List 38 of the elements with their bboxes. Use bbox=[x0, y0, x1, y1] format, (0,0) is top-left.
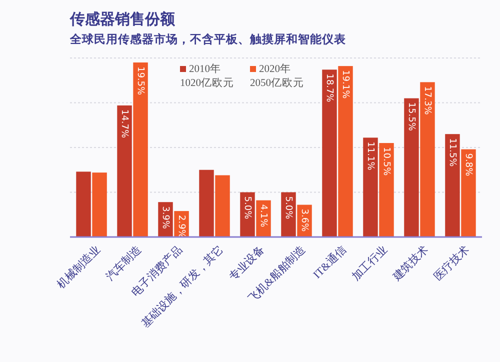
data-label: 18.7% bbox=[324, 74, 334, 103]
data-label: 4.1% bbox=[258, 204, 268, 228]
bar bbox=[420, 82, 435, 237]
legend-label: 2020年 2050亿欧元 bbox=[250, 63, 304, 89]
data-label: 14.7% bbox=[119, 109, 130, 138]
bar bbox=[461, 149, 476, 237]
bar bbox=[92, 172, 107, 237]
bar bbox=[404, 98, 419, 237]
x-tick-label: 医疗技术 bbox=[431, 243, 472, 284]
data-label: 11.1% bbox=[365, 142, 376, 171]
bar bbox=[338, 66, 353, 237]
bar bbox=[445, 134, 460, 237]
bar bbox=[322, 70, 337, 237]
data-label: 3.6% bbox=[299, 208, 310, 232]
chart-title: 传感器销售份额 bbox=[69, 10, 176, 28]
data-label: 9.8% bbox=[463, 153, 474, 177]
bar bbox=[215, 175, 230, 237]
data-label: 10.5% bbox=[381, 147, 392, 176]
x-tick-label: IT&通信 bbox=[310, 243, 349, 282]
data-label: 19.5% bbox=[135, 66, 146, 96]
x-tick-label: 加工行业 bbox=[349, 243, 390, 284]
x-tick-label: 机械制造业 bbox=[54, 243, 103, 292]
bar bbox=[133, 62, 148, 237]
bar bbox=[363, 138, 378, 237]
data-label: 5.0% bbox=[242, 196, 252, 220]
bar bbox=[199, 170, 214, 237]
x-tick-label: 建筑技术 bbox=[390, 243, 431, 284]
bar bbox=[379, 143, 394, 237]
data-label: 3.9% bbox=[160, 206, 170, 230]
data-label: 17.3% bbox=[422, 86, 432, 116]
data-label: 19.1% bbox=[340, 70, 350, 100]
data-label: 11.5% bbox=[447, 138, 458, 168]
bar bbox=[76, 172, 91, 237]
legend-label: 2010年 1020亿欧元 bbox=[180, 63, 234, 89]
chart-subtitle: 全球民用传感器市场，不含平板、触摸屏和智能仪表 bbox=[69, 32, 346, 46]
data-label: 15.5% bbox=[406, 102, 416, 132]
data-label: 5.0% bbox=[283, 196, 294, 220]
bar bbox=[117, 105, 132, 237]
